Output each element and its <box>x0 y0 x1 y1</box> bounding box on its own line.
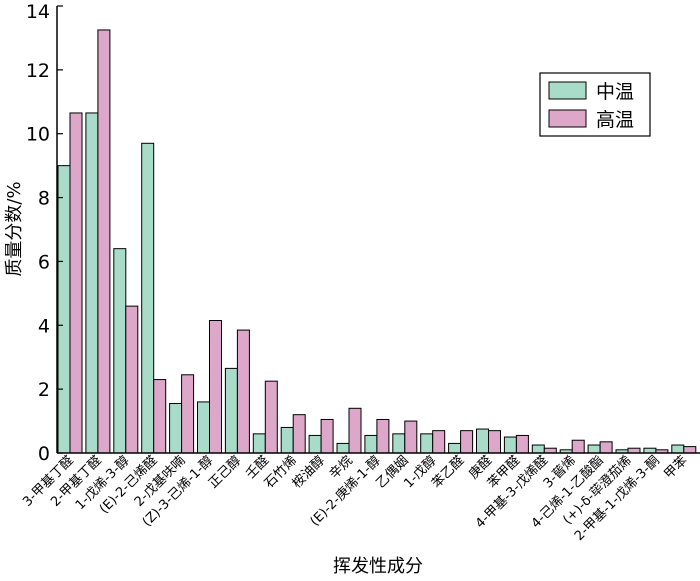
legend-label-series-2: 高温 <box>596 109 634 131</box>
bar-series-1 <box>113 248 127 454</box>
bar-series-2 <box>404 420 418 454</box>
bar-series-1 <box>252 433 266 454</box>
bar-series-2 <box>432 430 446 454</box>
x-category-label: 甲苯 <box>662 453 691 482</box>
bar-series-1 <box>308 434 322 454</box>
x-category-label: 苯乙醛 <box>429 453 468 492</box>
bar-series-2 <box>348 407 362 454</box>
bar-series-1 <box>671 444 685 454</box>
y-tick-label: 0 <box>38 443 50 465</box>
bar-series-1 <box>57 165 71 454</box>
bar-series-1 <box>224 367 238 454</box>
bar-series-2 <box>69 112 83 454</box>
bar-series-2 <box>460 430 474 454</box>
legend-label-series-1: 中温 <box>596 81 634 103</box>
bar-series-2 <box>264 380 278 454</box>
bar-series-1 <box>503 436 517 454</box>
bar-series-1 <box>280 426 294 454</box>
y-tick-label: 4 <box>38 315 50 337</box>
bar-series-1 <box>420 433 434 454</box>
y-axis-ticks: 0 2 4 6 8 10 12 14 <box>26 1 63 465</box>
y-tick-label: 10 <box>26 124 50 146</box>
x-category-label: 桉油醇 <box>289 453 328 492</box>
bar-series-2 <box>181 374 195 454</box>
legend-swatch-series-1 <box>548 81 587 100</box>
y-tick-label: 6 <box>38 251 50 273</box>
bar-series-1 <box>336 442 350 454</box>
x-category-label: 正己醇 <box>205 453 244 492</box>
y-axis-title: 质量分数/% <box>4 181 25 276</box>
bar-series-1 <box>169 403 183 454</box>
bar-series-1 <box>587 444 601 454</box>
bar-series-2 <box>153 379 167 454</box>
bar-series-1 <box>448 442 462 454</box>
bar-series-2 <box>515 434 529 454</box>
bar-series-2 <box>236 329 250 454</box>
bar-series-1 <box>392 433 406 454</box>
bar-series-2 <box>683 446 697 454</box>
bars-layer <box>57 29 697 454</box>
bar-series-1 <box>476 428 489 454</box>
bar-series-2 <box>571 439 585 454</box>
bar-series-1 <box>85 112 99 454</box>
x-axis-title: 挥发性成分 <box>333 556 423 577</box>
bar-series-2 <box>125 305 139 454</box>
bar-series-2 <box>292 414 306 454</box>
bar-series-2 <box>209 319 222 454</box>
bar-series-1 <box>531 444 545 454</box>
bar-series-1 <box>141 142 155 454</box>
y-tick-label: 2 <box>38 379 50 401</box>
bar-series-2 <box>97 29 111 454</box>
y-tick-label: 12 <box>26 60 50 82</box>
bar-series-2 <box>599 441 613 454</box>
y-tick-label: 14 <box>26 1 50 23</box>
x-axis-labels: 3-甲基丁醛2-甲基丁醛1-戊烯-3-醇(E)-2-己烯醛2-戊基呋喃(Z)-3… <box>20 453 691 544</box>
bar-series-1 <box>364 434 378 454</box>
legend-swatch-series-2 <box>548 109 587 128</box>
legend: 中温 高温 <box>539 72 651 137</box>
bar-series-2 <box>376 418 390 454</box>
bar-series-2 <box>320 418 334 454</box>
y-tick-label: 8 <box>38 188 50 210</box>
bar-series-1 <box>197 401 210 454</box>
bar-series-2 <box>488 430 501 454</box>
